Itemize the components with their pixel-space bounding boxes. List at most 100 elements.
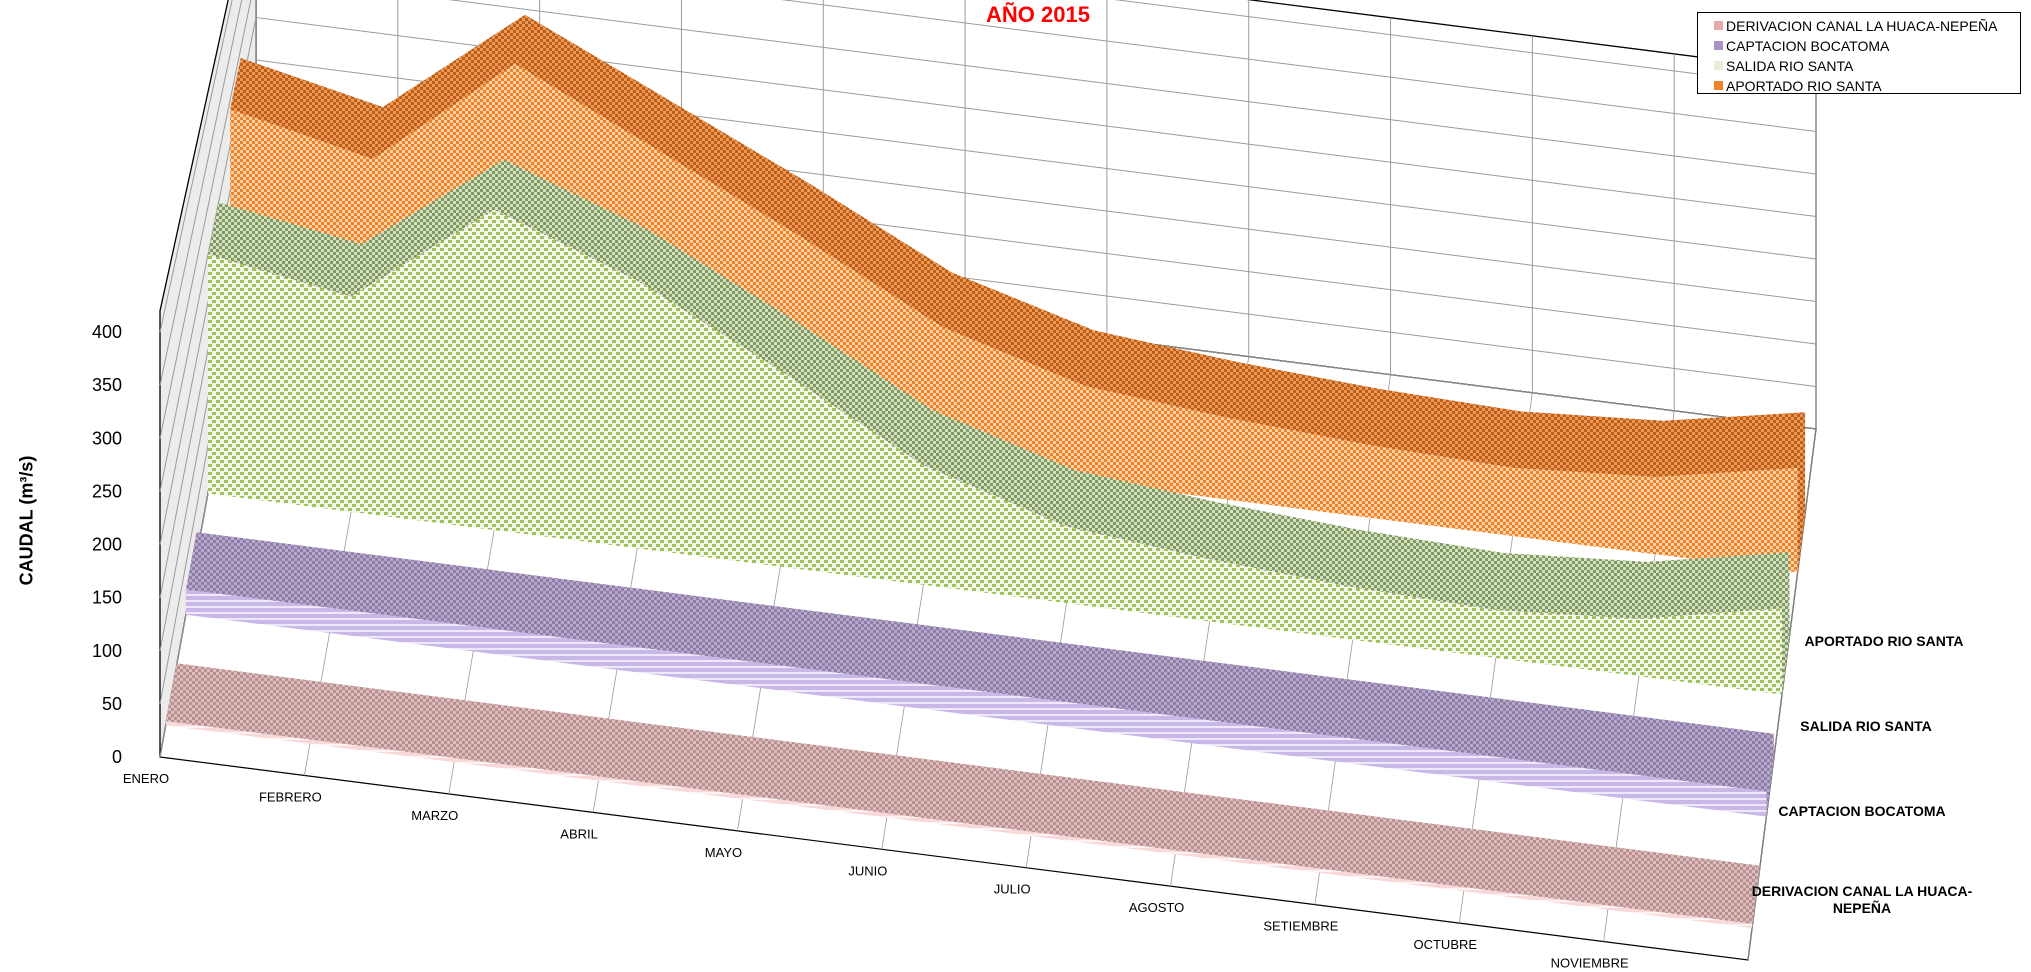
series-top-segment xyxy=(1209,502,1361,588)
series-end-cap xyxy=(1752,865,1760,929)
gridline-value xyxy=(159,0,1817,386)
x-tick-label: ABRIL xyxy=(560,826,598,841)
series-end-cap xyxy=(1766,733,1774,817)
legend-label: DERIVACION CANAL LA HUACA-NEPEÑA xyxy=(1726,18,1998,34)
legend: DERIVACION CANAL LA HUACA-NEPEÑA CAPTACI… xyxy=(1697,12,2021,94)
legend-key-captacion xyxy=(1714,41,1723,50)
series-top-segment xyxy=(657,99,810,237)
series-top-segment xyxy=(1463,828,1616,906)
series-axis-label-captacion: CAPTACION BOCATOMA xyxy=(1778,803,1946,819)
legend-label: SALIDA RIO SANTA xyxy=(1726,58,1854,74)
series-top-segment xyxy=(886,755,1040,832)
y-axis-title: CAUDAL (m³/s) xyxy=(16,455,37,586)
legend-key-salida xyxy=(1714,61,1723,70)
series-top-segment xyxy=(1479,697,1631,774)
series-top-segment xyxy=(454,700,609,777)
x-tick-label: OCTUBRE xyxy=(1413,937,1477,952)
legend-key-aportado xyxy=(1714,81,1723,90)
series-top-segment xyxy=(515,14,668,151)
series-top-segment xyxy=(1175,792,1328,869)
x-tick-label: MARZO xyxy=(411,808,458,823)
series-top-segment xyxy=(1607,847,1760,924)
series-top-segment xyxy=(1638,552,1790,619)
axis-ticks: 0 50 100 150 200 250 300 350 400 ENERO FEBRERO MARZ… xyxy=(92,322,1629,971)
series-top-segment xyxy=(1352,530,1504,611)
series-end-cap xyxy=(1782,552,1790,695)
series-top-segment xyxy=(208,202,362,297)
series-top-segment xyxy=(637,229,790,371)
series-layer xyxy=(165,14,1806,929)
series-top-segment xyxy=(473,568,627,645)
series-top-segment xyxy=(1655,412,1806,478)
series-top-segment xyxy=(598,718,752,795)
series-top-segment xyxy=(1048,642,1201,719)
series-top-segment xyxy=(494,159,647,281)
series-top-segment xyxy=(351,159,505,297)
series-3 xyxy=(208,159,1790,695)
series-top-segment xyxy=(780,317,933,466)
series-top-segment xyxy=(165,663,321,740)
y-tick-label: 150 xyxy=(92,588,122,608)
series-top-segment xyxy=(1066,470,1219,560)
y-tick-label: 400 xyxy=(92,322,122,342)
y-tick-label: 350 xyxy=(92,375,122,395)
series-front-face xyxy=(230,63,1798,573)
legend-label: CAPTACION BOCATOMA xyxy=(1726,38,1890,54)
series-top-segment xyxy=(942,272,1094,387)
legend-item-salida: SALIDA RIO SANTA xyxy=(1714,58,1854,74)
series-top-segment xyxy=(742,736,896,814)
series-2 xyxy=(185,532,1774,817)
x-tick-label: JUNIO xyxy=(848,863,887,878)
series-top-segment xyxy=(1495,553,1647,619)
x-tick-label: SETIEMBRE xyxy=(1263,919,1338,934)
y-tick-label: 50 xyxy=(102,694,122,714)
series-top-segment xyxy=(1512,411,1663,478)
series-top-segment xyxy=(1335,678,1487,755)
series-top-segment xyxy=(923,410,1076,527)
y-tick-label: 300 xyxy=(92,428,122,448)
gridline-value xyxy=(159,0,1817,333)
gridline-value xyxy=(159,0,1817,439)
series-4 xyxy=(230,14,1806,573)
series-axis-label-derivacion: DERIVACION CANAL LA HUACA-NEPEÑA xyxy=(1751,883,1973,916)
series-top-segment xyxy=(185,532,340,608)
legend-item-derivacion: DERIVACION CANAL LA HUACA-NEPEÑA xyxy=(1714,18,1998,34)
y-tick-label: 200 xyxy=(92,535,122,555)
y-tick-label: 0 xyxy=(112,747,122,767)
y-tick-label: 250 xyxy=(92,481,122,501)
series-top-segment xyxy=(1319,810,1472,888)
chart-title: AÑO 2015 xyxy=(986,2,1090,27)
series-top-segment xyxy=(372,14,526,160)
series-top-segment xyxy=(230,58,383,160)
series-axis-label-salida: SALIDA RIO SANTA xyxy=(1800,718,1932,734)
series-top-segment xyxy=(1031,773,1184,851)
series-top-segment xyxy=(800,183,952,328)
x-tick-label: FEBRERO xyxy=(259,789,322,804)
x-tick-label: ENERO xyxy=(123,771,169,786)
legend-item-aportado: APORTADO RIO SANTA xyxy=(1714,78,1882,94)
legend-label: APORTADO RIO SANTA xyxy=(1726,78,1882,94)
legend-item-captacion: CAPTACION BOCATOMA xyxy=(1714,38,1890,54)
series-1 xyxy=(165,663,1760,929)
y-tick-label: 100 xyxy=(92,641,122,661)
legend-key-derivacion xyxy=(1714,21,1723,30)
series-top-segment xyxy=(1622,715,1774,792)
x-tick-label: NOVIEMBRE xyxy=(1551,956,1629,971)
series-front-face xyxy=(165,721,1753,929)
series-top-segment xyxy=(904,623,1057,700)
series-top-segment xyxy=(310,681,465,758)
series-end-cap xyxy=(1797,412,1806,573)
series-top-segment xyxy=(1227,361,1379,446)
x-tick-label: MAYO xyxy=(705,845,742,860)
series-front-face xyxy=(185,589,1767,817)
series-top-segment xyxy=(1370,388,1521,468)
series-axis-label-aportado: APORTADO RIO SANTA xyxy=(1804,633,1964,649)
series-top-segment xyxy=(329,550,484,627)
x-tick-label: AGOSTO xyxy=(1129,900,1184,915)
x-tick-label: JULIO xyxy=(994,882,1031,897)
series-front-face xyxy=(208,209,1782,695)
series-top-segment xyxy=(616,587,771,663)
series-top-segment xyxy=(1085,330,1237,418)
series-top-segment xyxy=(760,605,914,682)
